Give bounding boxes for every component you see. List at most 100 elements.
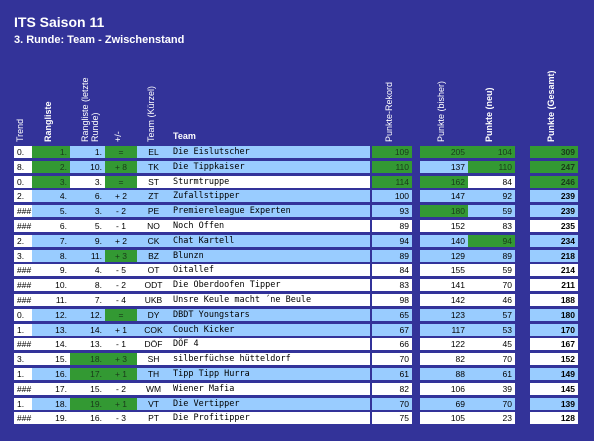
cell: 82 [420, 353, 468, 367]
cell: 110 [372, 160, 412, 174]
cell: COK [137, 323, 170, 337]
cell: CK [137, 234, 170, 248]
cell: 69 [420, 397, 468, 411]
cell: 8. [70, 279, 105, 293]
cell: 142 [420, 294, 468, 307]
title: ITS Saison 11 [14, 14, 105, 30]
cell: 57 [468, 308, 515, 322]
cell: 59 [468, 264, 515, 278]
cell: Premiereleague Experten [170, 205, 370, 219]
cell: 106 [420, 382, 468, 396]
cell: 19. [32, 412, 70, 426]
cell: - 4 [105, 294, 137, 307]
cell: 239 [530, 190, 578, 204]
cell: 122 [420, 338, 468, 352]
cell: 53 [468, 323, 515, 337]
cell: + 3 [105, 353, 137, 367]
cell: 104 [468, 146, 515, 159]
cell: 180 [420, 205, 468, 219]
cell: + 2 [105, 234, 137, 248]
cell: ### [14, 338, 32, 352]
cell: Tipp Tipp Hurra [170, 368, 370, 381]
cell: = [105, 308, 137, 322]
column-header: Rangliste (letzte Runde) [79, 77, 100, 142]
cell: 84 [372, 264, 412, 278]
cell: Die Vertipper [170, 397, 370, 411]
cell: 162 [420, 175, 468, 189]
cell: Oitallef [170, 264, 370, 278]
cell: 23 [468, 412, 515, 426]
cell: 123 [420, 308, 468, 322]
cell: 89 [372, 249, 412, 263]
cell: 7. [32, 234, 70, 248]
cell: 3. [14, 249, 32, 263]
cell: 147 [420, 190, 468, 204]
cell: 2. [32, 160, 70, 174]
cell: 129 [420, 249, 468, 263]
cell: Wiener Mafia [170, 382, 370, 396]
cell: 5. [70, 220, 105, 233]
cell: 8. [32, 249, 70, 263]
cell: 140 [420, 234, 468, 248]
cell: 100 [372, 190, 412, 204]
cell: DBDT Youngstars [170, 308, 370, 322]
cell: 10. [70, 160, 105, 174]
cell: DY [137, 308, 170, 322]
cell: 1. [70, 146, 105, 159]
cell: 128 [530, 412, 578, 426]
cell: 218 [530, 249, 578, 263]
cell: 0. [14, 308, 32, 322]
cell: 14. [32, 338, 70, 352]
cell: 98 [372, 294, 412, 307]
cell: 139 [530, 397, 578, 411]
cell: Zufallstipper [170, 190, 370, 204]
cell: PE [137, 205, 170, 219]
cell: 82 [372, 382, 412, 396]
cell: 17. [32, 382, 70, 396]
cell: 246 [530, 175, 578, 189]
column-header: Punkte (Gesamt) [546, 70, 556, 142]
cell: ### [14, 294, 32, 307]
cell: + 1 [105, 323, 137, 337]
cell: 235 [530, 220, 578, 233]
cell: 2. [14, 190, 32, 204]
cell: EL [137, 146, 170, 159]
cell: 1. [14, 397, 32, 411]
cell: ### [14, 220, 32, 233]
cell: 141 [420, 279, 468, 293]
cell: 145 [530, 382, 578, 396]
cell: PT [137, 412, 170, 426]
cell: 10. [32, 279, 70, 293]
cell: 9. [32, 264, 70, 278]
cell: DÖF [137, 338, 170, 352]
cell: + 1 [105, 368, 137, 381]
cell: 205 [420, 146, 468, 159]
cell: 9. [70, 234, 105, 248]
cell: 70 [468, 279, 515, 293]
subtitle: 3. Runde: Team - Zwischenstand [14, 34, 185, 46]
cell: 84 [468, 175, 515, 189]
cell: Sturmtruppe [170, 175, 370, 189]
cell: 46 [468, 294, 515, 307]
column-header: Punkte (neu) [483, 87, 494, 142]
cell: ### [14, 279, 32, 293]
cell: 75 [372, 412, 412, 426]
cell: 1. [14, 368, 32, 381]
cell: 70 [372, 353, 412, 367]
cell: 89 [468, 249, 515, 263]
cell: 170 [530, 323, 578, 337]
cell: NO [137, 220, 170, 233]
cell: 39 [468, 382, 515, 396]
cell: 114 [372, 175, 412, 189]
cell: 61 [468, 368, 515, 381]
cell: 3. [70, 175, 105, 189]
cell: BZ [137, 249, 170, 263]
cell: 65 [372, 308, 412, 322]
cell: 59 [468, 205, 515, 219]
cell: 13. [70, 338, 105, 352]
cell: 4. [70, 264, 105, 278]
cell: DÖF 4 [170, 338, 370, 352]
cell: Die Profitipper [170, 412, 370, 426]
column-header: Trend [15, 118, 25, 142]
